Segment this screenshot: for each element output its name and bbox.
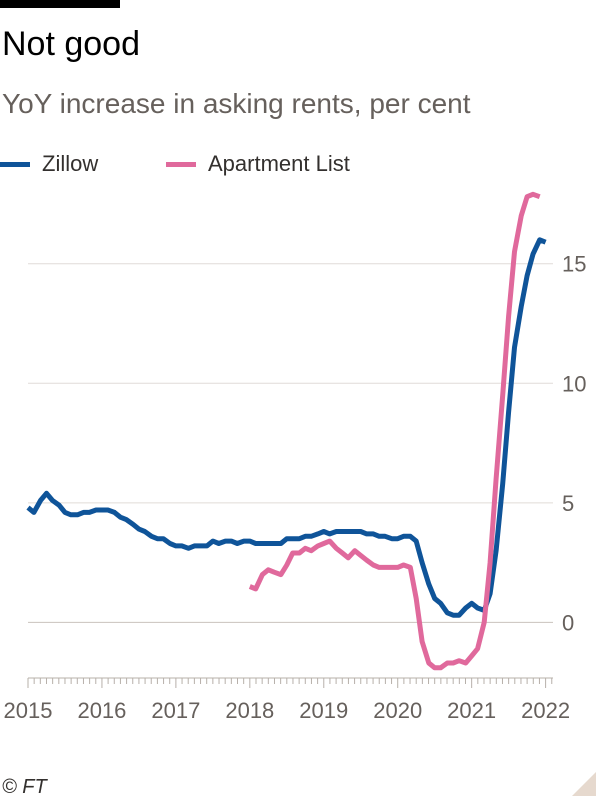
- x-tick-label: 2016: [77, 698, 126, 723]
- chart-subtitle: YoY increase in asking rents, per cent: [2, 88, 471, 119]
- x-tick-label: 2019: [299, 698, 348, 723]
- legend-item-zillow: Zillow: [0, 150, 98, 178]
- source-credit: © FT: [2, 776, 47, 798]
- chart-title: Not good: [2, 25, 140, 63]
- legend-item-apartment-list: Apartment List: [166, 150, 350, 178]
- series-line-zillow: [26, 237, 547, 618]
- y-tick-label: 0: [562, 610, 574, 635]
- x-tick-label: 2022: [521, 698, 570, 723]
- y-tick-label: 5: [562, 491, 574, 516]
- x-tick-label: 2018: [225, 698, 274, 723]
- legend: Zillow Apartment List: [0, 150, 600, 178]
- legend-label-apartment-list: Apartment List: [208, 151, 350, 176]
- x-tick-label: 2021: [447, 698, 496, 723]
- line-chart: 0 5 10 15 2015 2016 2017 2018 2019 2020 2021 2022: [4, 191, 586, 723]
- series-line-apartment-list: [248, 191, 541, 671]
- corner-mark: [572, 772, 596, 796]
- x-tick-label: 2017: [151, 698, 200, 723]
- y-tick-label: 10: [562, 371, 586, 396]
- x-tick-label: 2020: [373, 698, 422, 723]
- legend-swatch-zillow: [0, 161, 30, 167]
- x-tick-label: 2015: [4, 698, 53, 723]
- y-tick-label: 15: [562, 252, 586, 277]
- brand-bar: [0, 0, 120, 8]
- legend-label-zillow: Zillow: [42, 151, 99, 176]
- legend-swatch-apartment-list: [166, 161, 196, 167]
